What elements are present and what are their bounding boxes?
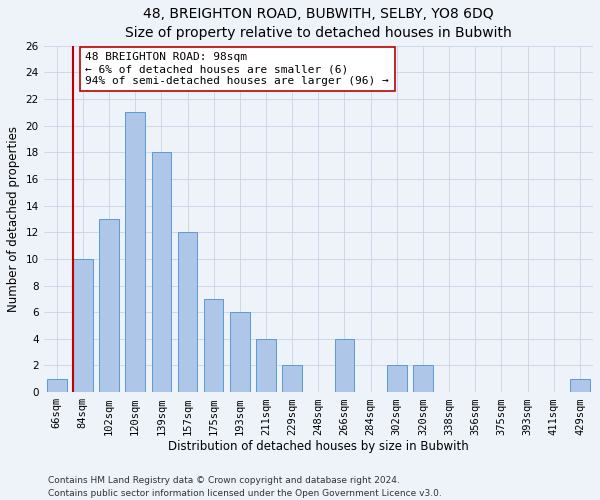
Bar xyxy=(230,312,250,392)
Bar xyxy=(178,232,197,392)
Bar xyxy=(99,219,119,392)
Bar xyxy=(47,379,67,392)
Bar xyxy=(125,112,145,392)
Bar xyxy=(335,339,355,392)
Title: 48, BREIGHTON ROAD, BUBWITH, SELBY, YO8 6DQ
Size of property relative to detache: 48, BREIGHTON ROAD, BUBWITH, SELBY, YO8 … xyxy=(125,7,512,40)
Bar xyxy=(204,299,223,392)
Bar xyxy=(387,366,407,392)
Bar xyxy=(570,379,590,392)
Bar xyxy=(413,366,433,392)
Bar xyxy=(152,152,171,392)
Text: 48 BREIGHTON ROAD: 98sqm
← 6% of detached houses are smaller (6)
94% of semi-det: 48 BREIGHTON ROAD: 98sqm ← 6% of detache… xyxy=(85,52,389,86)
Y-axis label: Number of detached properties: Number of detached properties xyxy=(7,126,20,312)
X-axis label: Distribution of detached houses by size in Bubwith: Distribution of detached houses by size … xyxy=(168,440,469,453)
Text: Contains HM Land Registry data © Crown copyright and database right 2024.
Contai: Contains HM Land Registry data © Crown c… xyxy=(48,476,442,498)
Bar xyxy=(73,259,92,392)
Bar xyxy=(283,366,302,392)
Bar xyxy=(256,339,276,392)
